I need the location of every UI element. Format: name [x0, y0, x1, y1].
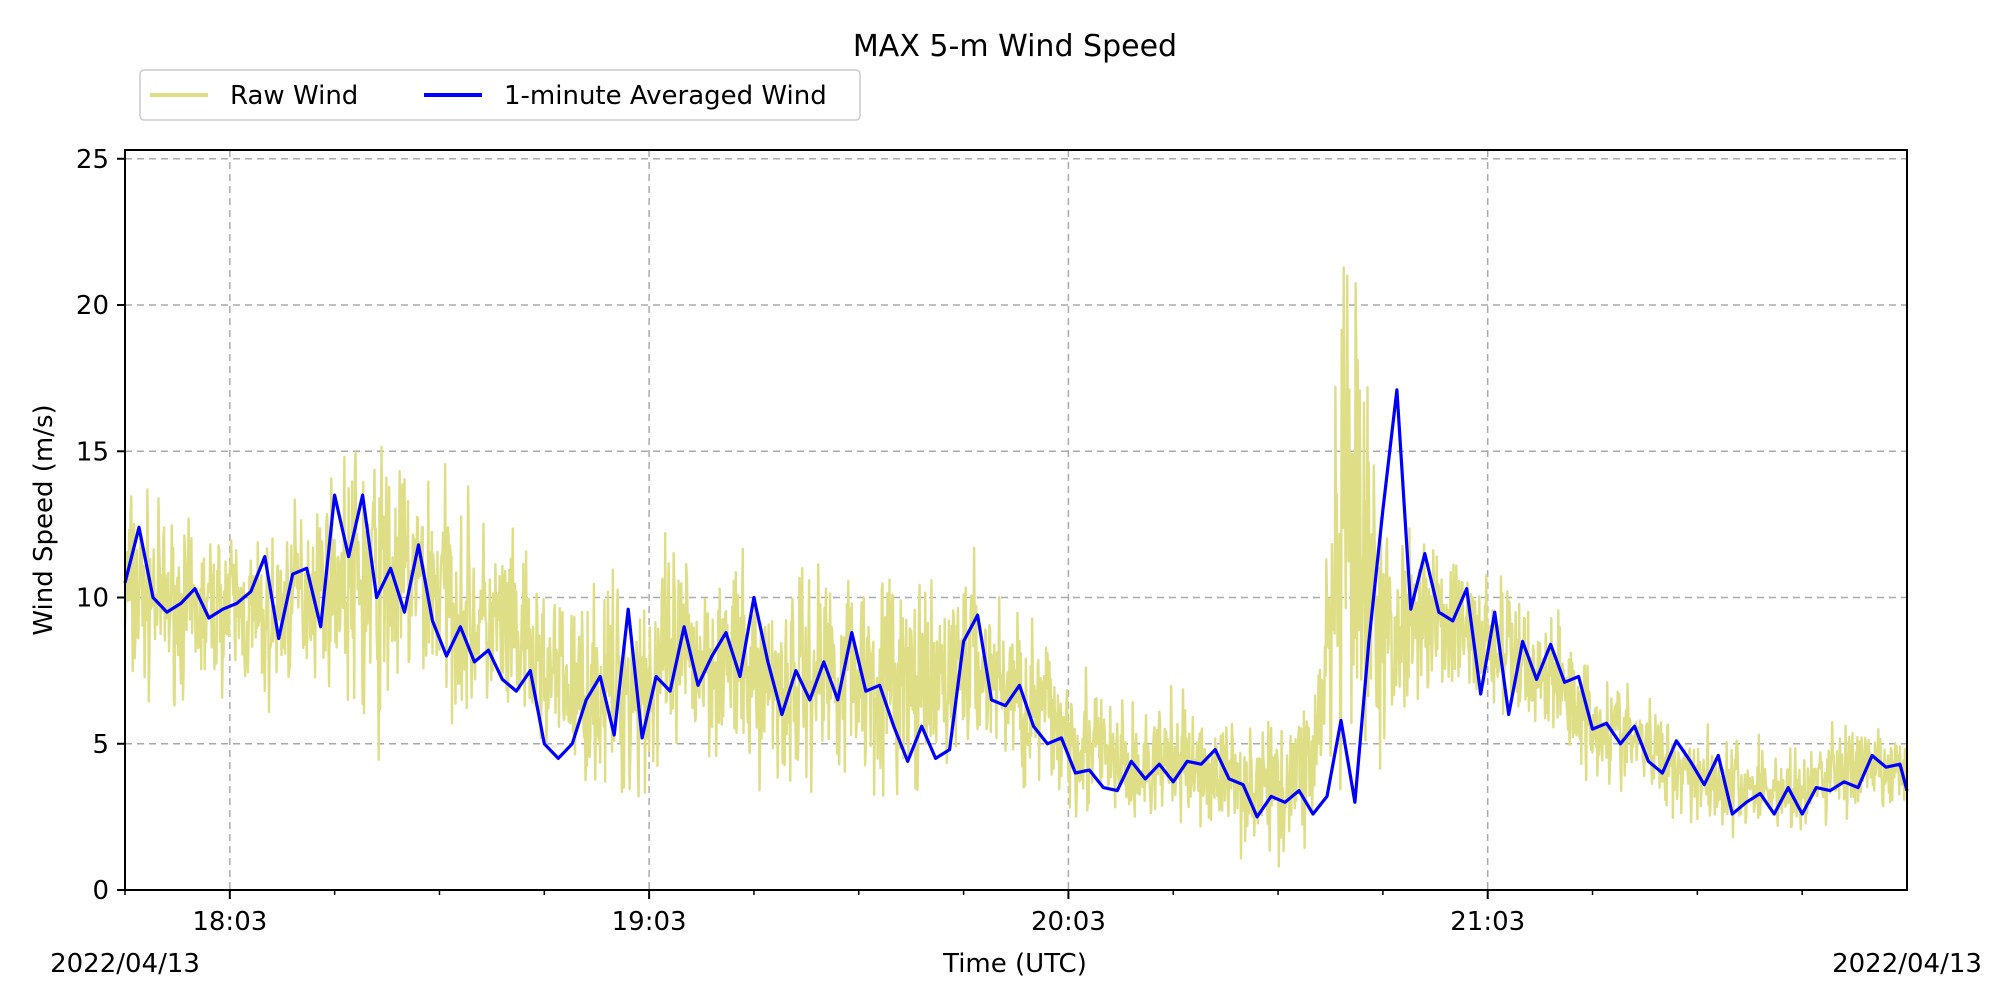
date-label-left: 2022/04/13: [50, 949, 200, 979]
y-tick-label: 15: [76, 437, 109, 467]
y-tick-label: 10: [76, 584, 109, 614]
chart-title: MAX 5-m Wind Speed: [853, 29, 1177, 64]
legend-label-averaged-wind: 1-minute Averaged Wind: [504, 81, 827, 111]
legend-frame: [139, 69, 861, 121]
legend-label-raw-wind: Raw Wind: [230, 81, 358, 111]
date-label-right: 2022/04/13: [1832, 949, 1982, 979]
raw-wind-layer: [123, 266, 1909, 868]
y-axis-label: Wind Speed (m/s): [29, 404, 59, 635]
grid-lines: [125, 150, 1907, 891]
averaged-wind-layer: [123, 388, 1909, 819]
x-tick-label: 18:03: [192, 907, 267, 937]
averaged-wind-line: [123, 388, 1909, 819]
x-axis-label: Time (UTC): [942, 949, 1087, 979]
raw-wind-line: [123, 266, 1909, 868]
x-tick-label: 21:03: [1450, 907, 1525, 937]
y-tick-label: 5: [92, 730, 109, 760]
y-tick-label: 0: [92, 876, 109, 906]
y-tick-label: 25: [76, 145, 109, 175]
plot-frame: [124, 149, 1908, 891]
y-tick-label: 20: [76, 291, 109, 321]
axis-ticks: 0 5 10 15 20 25 18:03 19:03 20:03 21:03: [76, 145, 1803, 937]
x-tick-label: 19:03: [612, 907, 687, 937]
x-tick-label: 20:03: [1031, 907, 1106, 937]
legend: Raw Wind 1-minute Averaged Wind: [139, 69, 861, 121]
